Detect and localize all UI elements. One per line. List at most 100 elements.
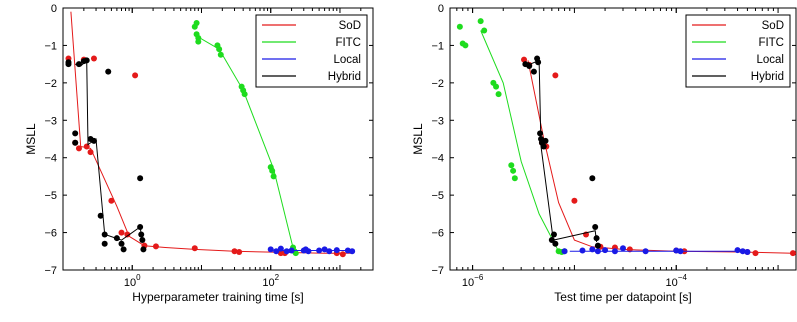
data-point-sod [339, 251, 346, 258]
legend-label-fitc: FITC [758, 37, 784, 49]
data-point-sod [231, 248, 238, 255]
data-point-hybrid [552, 240, 559, 247]
x-tick-label: 10−4 [666, 273, 688, 289]
legend-label-hybrid: Hybrid [751, 71, 784, 83]
data-point-hybrid [535, 59, 542, 66]
x-tick-label: 102 [262, 273, 279, 289]
data-point-sod [752, 250, 759, 257]
data-point-sod [236, 249, 243, 256]
data-point-hybrid [97, 212, 104, 219]
data-point-fitc [495, 91, 502, 98]
data-point-hybrid [537, 130, 544, 137]
data-point-hybrid [101, 231, 108, 238]
x-tick-label: 10−6 [462, 273, 484, 289]
data-point-local [734, 247, 741, 254]
legend-label-local: Local [334, 54, 362, 66]
data-point-sod [108, 197, 115, 204]
data-point-hybrid [72, 139, 79, 146]
data-point-fitc [270, 173, 277, 180]
data-point-hybrid [593, 235, 600, 242]
data-point-hybrid [592, 223, 599, 230]
data-point-sod [118, 229, 125, 236]
data-point-local [267, 246, 274, 253]
data-point-hybrid [118, 240, 125, 247]
data-point-local [283, 248, 290, 255]
data-point-local [589, 246, 596, 253]
data-point-local [316, 247, 323, 254]
data-point-local [642, 248, 649, 255]
data-point-sod [191, 245, 198, 252]
data-point-sod [132, 72, 139, 79]
data-point-local [602, 247, 609, 254]
data-point-sod [552, 72, 559, 79]
y-tick-label: −3 [44, 115, 57, 127]
data-point-hybrid [83, 57, 90, 64]
data-point-hybrid [101, 240, 108, 247]
data-point-local [326, 248, 333, 255]
legend-box [685, 14, 791, 88]
data-point-hybrid [137, 223, 144, 230]
data-point-sod [87, 149, 94, 156]
data-point-local [677, 248, 684, 255]
data-point-hybrid [138, 231, 145, 238]
data-point-local [305, 248, 312, 255]
data-point-local [333, 247, 340, 254]
legend-label-local: Local [757, 54, 785, 66]
data-point-local [349, 248, 356, 255]
data-point-fitc [493, 83, 500, 90]
x-tick-label: 100 [124, 273, 141, 289]
legend-label-hybrid: Hybrid [328, 71, 361, 83]
data-point-fitc [456, 23, 463, 30]
data-point-hybrid [113, 235, 120, 242]
data-point-sod [789, 250, 796, 257]
data-point-sod [571, 197, 578, 204]
data-point-hybrid [589, 175, 596, 182]
data-point-local [277, 245, 284, 252]
y-tick-label: −4 [431, 153, 444, 165]
y-tick-label: −6 [44, 228, 57, 240]
data-point-hybrid [550, 231, 557, 238]
data-point-local [594, 248, 601, 255]
y-axis-label: MSLL [411, 123, 425, 155]
y-tick-label: −7 [44, 265, 57, 277]
data-point-hybrid [139, 237, 146, 244]
data-point-hybrid [530, 68, 537, 75]
data-point-hybrid [90, 137, 97, 144]
data-point-fitc [193, 19, 200, 26]
plot-series [65, 11, 356, 258]
y-tick-label: −7 [431, 265, 444, 277]
y-tick-label: −4 [44, 153, 57, 165]
data-point-fitc [217, 51, 224, 58]
y-tick-label: −5 [44, 190, 57, 202]
data-point-fitc [462, 42, 469, 49]
data-point-fitc [481, 27, 488, 34]
data-point-local [611, 248, 618, 255]
y-tick-label: 0 [51, 3, 57, 15]
data-point-hybrid [65, 61, 72, 68]
data-point-local [744, 249, 751, 256]
data-point-fitc [195, 38, 202, 45]
data-point-sod [152, 243, 159, 250]
data-point-hybrid [548, 237, 555, 244]
y-tick-label: 0 [438, 3, 444, 15]
data-point-local [579, 247, 586, 254]
data-point-fitc [508, 162, 515, 169]
y-tick-label: −1 [431, 40, 444, 52]
y-axis-label: MSLL [24, 123, 38, 155]
data-point-sod [124, 231, 131, 238]
plot-series [456, 18, 796, 257]
data-point-fitc [241, 91, 248, 98]
y-tick-label: −6 [431, 228, 444, 240]
data-point-local [620, 245, 626, 252]
y-tick-label: −2 [44, 78, 57, 90]
legend-label-sod: SoD [762, 20, 784, 32]
data-point-hybrid [105, 68, 112, 75]
y-tick-label: −5 [431, 190, 444, 202]
data-point-hybrid [75, 61, 82, 68]
x-axis-label: Hyperparameter training time [s] [132, 290, 303, 304]
series-line-fitc [480, 30, 560, 252]
y-tick-label: −2 [431, 78, 444, 90]
